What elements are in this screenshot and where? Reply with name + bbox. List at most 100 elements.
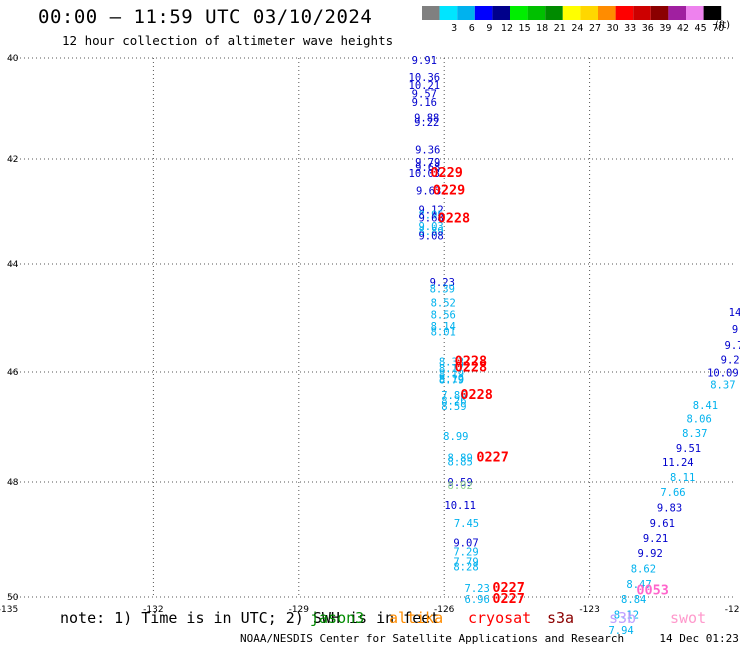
colorbar-label: 6 <box>469 23 475 34</box>
pass-time-label: 0229 <box>430 165 463 181</box>
wave-height-label: 9.36 <box>415 144 440 156</box>
wave-height-label: 9.22 <box>414 117 439 129</box>
colorbar-label: 3 <box>451 23 457 34</box>
colorbar-swatch <box>439 6 458 20</box>
legend-sat-altika: altika <box>389 609 444 627</box>
wave-height-label: 7.79 <box>453 556 478 568</box>
wave-height-label: 9.07 <box>453 537 478 549</box>
colorbar-label: 9 <box>486 23 492 34</box>
wave-height-label: 7.94 <box>608 625 633 637</box>
wave-height-label: 8.39 <box>430 284 455 296</box>
colorbar-swatch <box>633 6 651 20</box>
wave-height-label: 11.24 <box>662 457 694 469</box>
pass-time-label: 0227 <box>492 591 525 607</box>
colorbar-label: 42 <box>677 23 689 34</box>
colorbar-swatch <box>545 6 563 20</box>
wave-height-label: 7.66 <box>660 487 685 499</box>
colorbar-swatch <box>580 6 598 20</box>
wave-height-label: 10.11 <box>444 500 476 512</box>
wave-height-label: 8.02 <box>448 480 473 492</box>
wave-height-label: 8.33 <box>439 357 464 369</box>
footer-timestamp: 14 Dec 01:23:39 UTC 2024 <box>659 632 740 645</box>
wave-height-label: 10.36 <box>409 72 441 84</box>
wave-height-label: 10.09 <box>707 367 739 379</box>
colorbar-label: 30 <box>607 23 619 34</box>
wave-height-label: 8.14 <box>431 321 456 333</box>
wave-height-label: 8.37 <box>682 428 707 440</box>
lat-tick-label: 44 <box>7 260 19 270</box>
wave-height-label: 9.57 <box>412 88 437 100</box>
pass-time-label: 0229 <box>433 183 466 199</box>
wave-height-label: 9.23 <box>430 277 455 289</box>
colorbar-label: 39 <box>659 23 671 34</box>
wave-height-label: 8.47 <box>626 579 651 591</box>
colorbar-unit: (ft) <box>715 20 731 31</box>
lon-tick-label: -129 <box>289 605 310 615</box>
wave-height-label: 9.79 <box>415 157 440 169</box>
legend-sat-s3b: s3b <box>609 609 637 627</box>
wave-height-label: 9.16 <box>412 97 437 109</box>
wave-height-label: 9.12 <box>418 205 443 217</box>
colorbar-swatch <box>527 6 546 20</box>
wave-height-label: 9.83 <box>657 502 682 514</box>
colorbar-label: 27 <box>589 23 601 34</box>
pass-time-label: 0053 <box>636 583 669 599</box>
wave-height-label: 9.68 <box>418 212 443 224</box>
wave-height-label: 9 <box>732 324 738 336</box>
wave-height-label: 10.21 <box>409 80 441 92</box>
wave-height-label: 8.89 <box>418 226 443 238</box>
wave-height-label: 9.08 <box>418 230 443 242</box>
wave-height-label: 9.03 <box>418 221 443 233</box>
pass-time-label: 0228 <box>455 359 488 375</box>
colorbar-swatch <box>686 6 704 20</box>
legend-sat-swot: swot <box>670 609 707 627</box>
footer: NOAA/NESDIS Center for Satellite Applica… <box>240 632 740 645</box>
colorbar-swatch <box>510 6 528 20</box>
legend-sat-s3a: s3a <box>547 609 575 627</box>
wave-height-label: 9.88 <box>414 113 439 125</box>
wave-height-label: 14 <box>729 307 740 319</box>
colorbar-label: 18 <box>536 23 548 34</box>
wave-height-label: 9.7 <box>725 340 740 352</box>
pass-time-label: 0227 <box>492 580 525 596</box>
lon-tick-label: -132 <box>143 605 163 615</box>
wave-height-label: 8.62 <box>631 563 656 575</box>
wave-height-label: 9.68 <box>415 162 440 174</box>
wave-height-label: 9.92 <box>638 548 663 560</box>
wave-height-label: 8.19 <box>439 373 464 385</box>
lon-tick-label: -123 <box>579 605 599 615</box>
wave-height-label: 8.06 <box>686 414 711 426</box>
wave-height-label: 8.11 <box>670 472 695 484</box>
wave-height-label: 8.26 <box>441 395 466 407</box>
wave-height-label: 8.41 <box>693 400 718 412</box>
lat-tick-label: 40 <box>7 54 19 64</box>
lat-tick-label: 42 <box>7 155 18 165</box>
wave-height-label: 6.96 <box>465 594 490 606</box>
lat-tick-label: 50 <box>7 593 19 603</box>
lon-tick-label: -120 <box>725 605 740 615</box>
wave-height-label: 8.56 <box>431 310 456 322</box>
colorbar-swatch <box>474 6 493 20</box>
wave-height-label: 7.29 <box>453 547 478 559</box>
wave-height-label: 8.12 <box>614 609 639 621</box>
wave-height-label: 8.89 <box>448 453 473 465</box>
wave-height-label: 8.37 <box>710 380 735 392</box>
wave-height-label: 8.84 <box>621 594 646 606</box>
wave-height-label: 9.21 <box>643 533 668 545</box>
legend-sat-cryosat: cryosat <box>468 609 532 627</box>
pass-time-label: 0228 <box>438 211 471 227</box>
wave-height-label: 8.01 <box>431 326 456 338</box>
legend-note: note: 1) Time is in UTC; 2) SWH is in fe… <box>60 609 440 627</box>
colorbar-swatch <box>668 6 686 20</box>
wave-height-label: 8.95 <box>418 209 443 221</box>
legend-sat-jason3: jason3 <box>310 609 365 627</box>
wave-height-label: 8.99 <box>443 431 468 443</box>
wave-height-label: 9.51 <box>676 443 701 455</box>
colorbar-label: 45 <box>695 23 707 34</box>
colorbar-swatch <box>457 6 475 20</box>
colorbar-swatch <box>703 6 722 20</box>
wave-height-label: 9.91 <box>412 55 437 67</box>
wave-height-label: 9.63 <box>416 186 441 198</box>
